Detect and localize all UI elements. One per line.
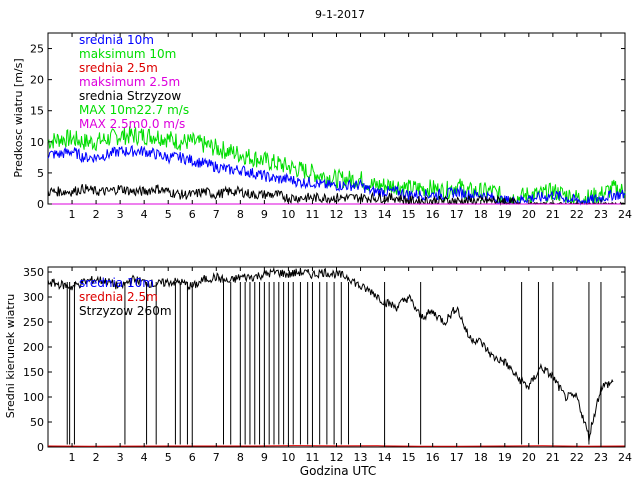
speed-x-tick-label: 22: [570, 208, 584, 221]
direction-x-tick-label: 15: [402, 451, 416, 464]
series-line-srednia-10m: [47, 144, 626, 206]
direction-y-tick-label: 250: [23, 316, 44, 329]
direction-x-axis-label: Godzina UTC: [300, 464, 376, 478]
series-line-strzyzow-260m: [47, 266, 614, 442]
speed-y-axis-label: Predkosc wiatru [m/s]: [12, 58, 25, 177]
direction-x-tick-label: 5: [165, 451, 172, 464]
direction-x-tick-label: 4: [141, 451, 148, 464]
direction-x-tick-label: 3: [117, 451, 124, 464]
speed-x-tick-label: 5: [165, 208, 172, 221]
direction-y-axis-label: Sredni kierunek wiatru: [4, 294, 17, 418]
speed-legend-entry: maksimum 10m: [79, 47, 176, 61]
speed-x-tick-label: 16: [426, 208, 440, 221]
direction-x-tick-label: 2: [93, 451, 100, 464]
direction-x-tick-label: 8: [237, 451, 244, 464]
speed-legend-entry: MAX 10m22.7 m/s: [79, 103, 189, 117]
page-title: 9-1-2017: [315, 8, 365, 21]
speed-x-tick-label: 1: [69, 208, 76, 221]
speed-x-tick-label: 21: [546, 208, 560, 221]
direction-y-tick-label: 200: [23, 341, 44, 354]
direction-y-tick-label: 0: [37, 441, 44, 454]
series-line-maksimum-10m: [47, 126, 626, 206]
speed-y-tick-label: 10: [30, 136, 44, 149]
speed-y-tick-label: 0: [37, 198, 44, 211]
direction-x-tick-label: 16: [426, 451, 440, 464]
speed-x-tick-label: 20: [522, 208, 536, 221]
direction-x-tick-label: 17: [450, 451, 464, 464]
direction-x-tick-label: 11: [305, 451, 319, 464]
speed-x-tick-label: 13: [354, 208, 368, 221]
direction-x-tick-label: 9: [261, 451, 268, 464]
speed-legend-entry: MAX 2.5m0.0 m/s: [79, 117, 185, 131]
direction-legend-entry: srednia 10m: [79, 276, 154, 290]
direction-x-tick-label: 12: [330, 451, 344, 464]
direction-x-tick-label: 1: [69, 451, 76, 464]
speed-x-tick-label: 23: [594, 208, 608, 221]
speed-x-tick-label: 2: [93, 208, 100, 221]
direction-x-tick-label: 20: [522, 451, 536, 464]
direction-y-tick-label: 50: [30, 416, 44, 429]
speed-x-tick-label: 24: [618, 208, 632, 221]
direction-y-tick-label: 100: [23, 391, 44, 404]
direction-x-tick-label: 13: [354, 451, 368, 464]
speed-y-tick-label: 15: [30, 105, 44, 118]
direction-x-tick-label: 10: [281, 451, 295, 464]
direction-x-tick-label: 7: [213, 451, 220, 464]
speed-x-tick-label: 3: [117, 208, 124, 221]
speed-x-tick-label: 6: [189, 208, 196, 221]
direction-x-tick-label: 22: [570, 451, 584, 464]
direction-x-tick-label: 14: [378, 451, 392, 464]
direction-x-tick-label: 6: [189, 451, 196, 464]
speed-x-tick-label: 11: [305, 208, 319, 221]
speed-x-tick-label: 10: [281, 208, 295, 221]
speed-x-tick-label: 7: [213, 208, 220, 221]
speed-x-tick-label: 4: [141, 208, 148, 221]
speed-x-tick-label: 18: [474, 208, 488, 221]
direction-x-tick-label: 23: [594, 451, 608, 464]
direction-y-tick-label: 300: [23, 291, 44, 304]
speed-x-tick-label: 14: [378, 208, 392, 221]
direction-x-tick-label: 24: [618, 451, 632, 464]
speed-legend-entry: maksimum 2.5m: [79, 75, 180, 89]
direction-x-tick-label: 21: [546, 451, 560, 464]
direction-x-tick-label: 19: [498, 451, 512, 464]
speed-y-tick-label: 5: [37, 167, 44, 180]
speed-x-tick-label: 19: [498, 208, 512, 221]
direction-y-tick-label: 150: [23, 366, 44, 379]
speed-legend-entry: srednia Strzyzow: [79, 89, 181, 103]
speed-x-tick-label: 15: [402, 208, 416, 221]
direction-legend-entry: srednia 2.5m: [79, 290, 158, 304]
speed-x-tick-label: 12: [330, 208, 344, 221]
direction-y-tick-label: 350: [23, 266, 44, 279]
direction-x-tick-label: 18: [474, 451, 488, 464]
speed-legend-entry: srednia 2.5m: [79, 61, 158, 75]
speed-x-tick-label: 17: [450, 208, 464, 221]
speed-y-tick-label: 20: [30, 74, 44, 87]
speed-x-tick-label: 9: [261, 208, 268, 221]
speed-y-tick-label: 25: [30, 43, 44, 56]
speed-x-tick-label: 8: [237, 208, 244, 221]
direction-legend-entry: Strzyzow 260m: [79, 304, 172, 318]
speed-legend-entry: srednia 10m: [79, 33, 154, 47]
